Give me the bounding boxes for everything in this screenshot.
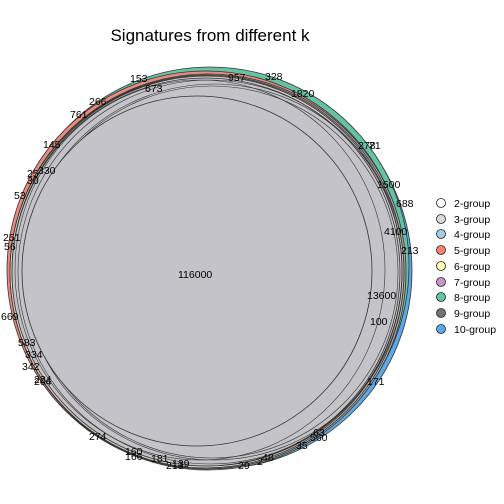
region-label: 278 — [358, 140, 376, 152]
legend-swatch — [436, 277, 446, 287]
region-label: 669 — [1, 311, 19, 323]
region-label: 560 — [310, 432, 328, 444]
legend-item: 8-group — [436, 292, 490, 304]
region-label: 4100 — [384, 226, 408, 238]
region-label: 160 — [125, 446, 143, 458]
region-label: 583 — [18, 337, 36, 349]
legend-label: 9-group — [454, 308, 490, 320]
legend-item: 10-group — [436, 324, 496, 336]
region-label: 328 — [265, 71, 283, 83]
legend-swatch — [436, 324, 446, 334]
region-label: 266 — [89, 96, 107, 108]
region-label: 25 — [27, 168, 39, 180]
region-label: 171 — [367, 376, 385, 388]
legend-swatch — [436, 308, 446, 318]
region-label: 48 — [262, 452, 274, 464]
region-label: 139 — [172, 458, 190, 470]
legend-label: 6-group — [454, 261, 490, 273]
legend-item: 5-group — [436, 245, 490, 257]
legend-label: 5-group — [454, 245, 490, 257]
set-circles — [6, 66, 413, 471]
legend-item: 3-group — [436, 214, 490, 226]
region-label: 688 — [396, 198, 414, 210]
legend-label: 10-group — [454, 324, 496, 336]
region-label: 334 — [25, 349, 43, 361]
legend: 2-group 3-group 4-group 5-group 6-group … — [436, 198, 496, 336]
region-label: 35 — [296, 440, 308, 452]
legend-item: 4-group — [436, 229, 490, 241]
region-labels: 116000 13600 4100 1500 1820 957 328 153 … — [1, 71, 419, 472]
legend-item: 9-group — [436, 308, 490, 320]
region-label: 63 — [313, 427, 325, 439]
region-label: 673 — [145, 83, 163, 95]
legend-swatch — [436, 198, 446, 208]
legend-label: 8-group — [454, 292, 490, 304]
region-label: 761 — [70, 109, 88, 121]
circle-2-group — [21, 95, 373, 447]
legend-swatch — [436, 245, 446, 255]
legend-label: 3-group — [454, 214, 490, 226]
region-label: 116000 — [178, 269, 212, 281]
region-label: 71 — [369, 140, 381, 152]
region-label: 251 — [3, 232, 21, 244]
legend-swatch — [436, 229, 446, 239]
region-label: 100 — [370, 316, 388, 328]
region-label: 2 — [257, 456, 263, 468]
region-label: 342 — [22, 361, 40, 373]
legend-swatch — [436, 214, 446, 224]
region-label: 330 — [38, 165, 56, 177]
region-label: 181 — [151, 453, 169, 465]
region-label: 274 — [89, 431, 107, 443]
region-label: 213 — [166, 460, 184, 472]
region-label: 213 — [401, 245, 419, 257]
region-label: 957 — [228, 72, 246, 84]
region-label: 224 — [34, 374, 52, 386]
legend-swatch — [436, 261, 446, 271]
region-label: 145 — [43, 139, 61, 151]
region-label: 204 — [34, 376, 52, 388]
circle-inner-d — [14, 79, 386, 461]
region-label: 29 — [238, 460, 250, 472]
legend-item: 7-group — [436, 277, 490, 289]
region-label: 166 — [125, 451, 143, 463]
region-label: 1500 — [377, 179, 401, 191]
region-label: 30 — [27, 175, 39, 187]
legend-label: 2-group — [454, 198, 490, 210]
legend-swatch — [436, 292, 446, 302]
chart-title: Signatures from different k — [110, 26, 310, 45]
region-label: 53 — [14, 190, 26, 202]
legend-label: 4-group — [454, 229, 490, 241]
region-label: 1820 — [291, 88, 315, 100]
region-label: 56 — [4, 241, 16, 253]
region-label: 13600 — [367, 290, 396, 302]
legend-item: 2-group — [436, 198, 490, 210]
region-label: 153 — [130, 73, 148, 85]
legend-label: 7-group — [454, 277, 490, 289]
legend-item: 6-group — [436, 261, 490, 273]
